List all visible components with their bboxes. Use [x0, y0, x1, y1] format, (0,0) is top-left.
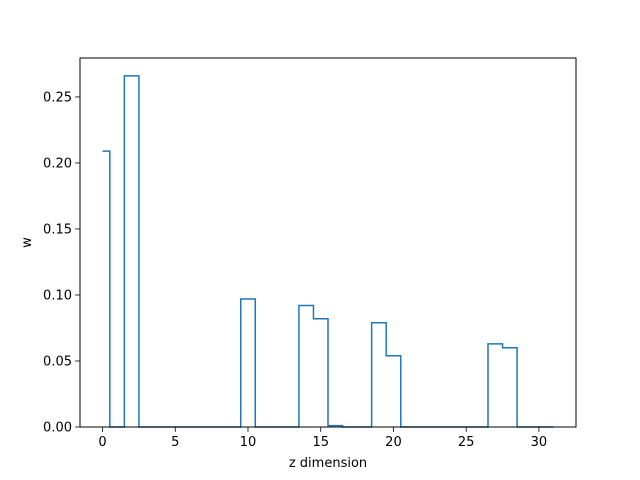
- x-tick-label: 0: [98, 435, 106, 450]
- x-tick-label: 10: [240, 435, 257, 450]
- y-axis: 0.00 0.05 0.10 0.15 0.20 0.25: [43, 90, 80, 436]
- x-tick-label: 5: [171, 435, 179, 450]
- x-axis-label: z dimension: [289, 456, 367, 471]
- x-tick-label: 15: [312, 435, 329, 450]
- y-tick-label: 0.15: [43, 222, 72, 237]
- x-axis: 0 5 10 15 20 25 30: [98, 427, 547, 450]
- y-tick-label: 0.00: [43, 421, 72, 436]
- y-tick-label: 0.20: [43, 156, 72, 171]
- y-tick-label: 0.25: [43, 90, 72, 105]
- x-tick-label: 30: [531, 435, 548, 450]
- plot-frame: [79, 57, 577, 428]
- y-axis-label: w: [20, 237, 35, 248]
- x-tick-label: 20: [385, 435, 402, 450]
- x-tick-label: 25: [458, 435, 475, 450]
- y-tick-label: 0.05: [43, 354, 72, 369]
- y-tick-label: 0.10: [43, 288, 72, 303]
